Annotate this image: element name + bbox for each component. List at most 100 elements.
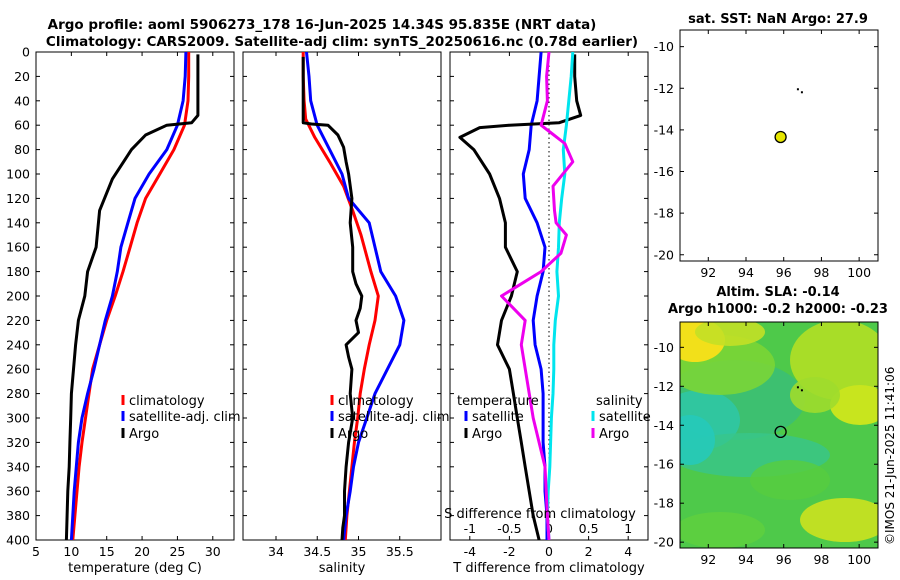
sst-map-axes <box>679 29 879 262</box>
map-y-tick-label: -14 <box>654 418 674 433</box>
x-tick-label: 4 <box>624 544 632 559</box>
x-tick-label: -4 <box>464 544 477 559</box>
legend-label-climatology: climatology <box>129 394 205 409</box>
legend-label-satellite: satellite-adj. clim <box>338 410 450 425</box>
sla-field-patch <box>680 415 715 465</box>
x-tick-label: 35.5 <box>386 544 414 559</box>
sla-map-title-line1: Altim. SLA: -0.14 <box>716 285 839 300</box>
series-argo <box>301 56 364 540</box>
y-tick-label: 180 <box>6 264 30 279</box>
salinity-xlabel: salinity <box>319 561 366 576</box>
map-x-tick-label: 94 <box>738 265 754 280</box>
argo-position-marker <box>774 130 787 144</box>
map-x-tick-label: 98 <box>813 265 829 280</box>
series-climatology <box>71 52 191 540</box>
x-tick-label: 5 <box>32 544 40 559</box>
x-tick-label: 20 <box>134 544 150 559</box>
map-y-tick-label: -10 <box>654 340 674 355</box>
difference-legend: temperature satellite Argo salinity sate… <box>457 394 651 442</box>
top-x-tick-label: 1 <box>624 521 632 536</box>
series-climatology <box>301 52 380 540</box>
map-x-tick-label: 100 <box>847 265 871 280</box>
legend-label-climatology: climatology <box>338 394 414 409</box>
top-x-tick-label: 0.5 <box>579 521 599 536</box>
y-tick-label: 320 <box>6 435 30 450</box>
map-y-tick-label: -10 <box>654 39 674 54</box>
y-tick-label: 340 <box>6 459 30 474</box>
y-tick-label: 280 <box>6 386 30 401</box>
x-tick-label: -2 <box>503 544 515 559</box>
y-tick-label: 260 <box>6 362 30 377</box>
map-y-tick-label: -12 <box>654 81 674 96</box>
sla-map-title-line2: Argo h1000: -0.2 h2000: -0.23 <box>668 302 888 317</box>
legend-label-t-satellite: satellite <box>472 410 524 425</box>
x-tick-label: 34 <box>268 544 284 559</box>
salinity-axes <box>242 51 442 541</box>
legend-title-temperature: temperature <box>457 394 539 409</box>
sla-field-patch <box>800 498 878 542</box>
x-tick-label: 0 <box>545 544 553 559</box>
y-tick-label: 140 <box>6 215 30 230</box>
island-speck <box>800 91 803 94</box>
salinity-legend: climatology satellite-adj. clim Argo <box>330 394 450 442</box>
map-y-tick-label: -16 <box>654 164 674 179</box>
x-tick-label: 10 <box>63 544 79 559</box>
figure-title-line1: Argo profile: aoml 5906273_178 16-Jun-20… <box>48 17 597 33</box>
x-tick-label: 25 <box>169 544 185 559</box>
sla-field-patch <box>695 322 765 346</box>
map-x-tick-label: 92 <box>700 265 716 280</box>
y-tick-label: 200 <box>6 289 30 304</box>
top-x-tick-label: -0.5 <box>497 521 521 536</box>
map-x-tick-label: 94 <box>738 552 754 567</box>
y-tick-label: 300 <box>6 411 30 426</box>
series-satellite-adj-clim <box>305 52 406 540</box>
legend-label-s-satellite: satellite <box>599 410 651 425</box>
legend-label-argo: Argo <box>129 427 159 442</box>
argo-position-marker <box>774 425 787 439</box>
legend-label-argo: Argo <box>338 427 368 442</box>
series-t-argo <box>458 54 583 540</box>
series-s-argo <box>500 52 575 540</box>
map-x-tick-label: 98 <box>813 552 829 567</box>
map-x-tick-label: 96 <box>776 552 792 567</box>
y-tick-label: 100 <box>6 167 30 182</box>
legend-label-satellite: satellite-adj. clim <box>129 410 241 425</box>
map-y-tick-label: -16 <box>654 457 674 472</box>
sla-field-patch <box>680 512 765 548</box>
map-y-tick-label: -20 <box>654 247 674 262</box>
map-y-tick-label: -12 <box>654 379 674 394</box>
x-tick-label: 2 <box>585 544 593 559</box>
map-y-tick-label: -18 <box>654 496 674 511</box>
x-tick-label: 30 <box>205 544 221 559</box>
map-y-tick-label: -20 <box>654 535 674 550</box>
sla-heatmap <box>680 322 878 548</box>
y-tick-label: 160 <box>6 240 30 255</box>
y-tick-label: 120 <box>6 191 30 206</box>
y-tick-label: 0 <box>22 45 30 60</box>
difference-xlabel: T difference from climatology <box>452 561 645 576</box>
top-x-tick-label: -1 <box>464 521 476 536</box>
y-tick-label: 60 <box>14 118 30 133</box>
map-x-tick-label: 100 <box>847 552 871 567</box>
map-x-tick-label: 92 <box>700 552 716 567</box>
temperature-axes <box>35 51 235 541</box>
island-speck <box>796 88 799 91</box>
x-tick-label: 34.5 <box>303 544 331 559</box>
map-y-tick-label: -18 <box>654 206 674 221</box>
x-tick-label: 35 <box>351 544 367 559</box>
x-tick-label: 15 <box>99 544 115 559</box>
sla-field-patch <box>790 377 840 413</box>
series-satellite-adj-clim <box>69 52 188 540</box>
map-y-tick-label: -14 <box>654 122 674 137</box>
sla-field-patch <box>830 385 878 425</box>
legend-label-t-argo: Argo <box>472 427 502 442</box>
y-tick-label: 360 <box>6 484 30 499</box>
legend-label-s-argo: Argo <box>599 427 629 442</box>
temperature-xlabel: temperature (deg C) <box>68 561 202 576</box>
y-tick-label: 80 <box>14 142 30 157</box>
difference-top-xlabel: S difference from climatology <box>444 507 636 522</box>
island-speck <box>796 386 799 389</box>
temperature-legend: climatology satellite-adj. clim Argo <box>121 394 241 442</box>
island-speck <box>800 389 803 392</box>
